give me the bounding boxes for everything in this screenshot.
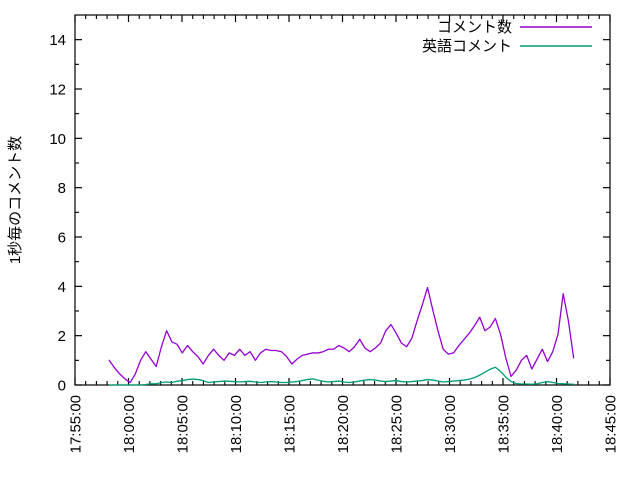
x-tick-label: 18:30:00 — [442, 395, 459, 453]
x-tick-label: 18:35:00 — [496, 395, 513, 453]
y-tick-label: 2 — [58, 328, 66, 345]
series-line — [108, 286, 575, 384]
x-tick-label: 18:00:00 — [121, 395, 138, 453]
y-tick-label: 12 — [49, 82, 66, 99]
legend-label: コメント数 — [437, 19, 512, 36]
x-tick-label: 18:05:00 — [175, 395, 192, 453]
x-tick-label: 17:55:00 — [68, 395, 85, 453]
x-tick-label: 18:45:00 — [603, 395, 620, 453]
y-tick-label: 10 — [49, 131, 66, 148]
y-tick-label: 0 — [58, 378, 66, 395]
x-tick-label: 18:40:00 — [549, 395, 566, 453]
legend-label: 英語コメント — [422, 37, 512, 55]
x-axis-ticks: 17:55:00 18:00:00 18:05:00 18:10:00 18:15:00… — [68, 15, 620, 453]
y-tick-label: 14 — [49, 32, 66, 49]
y-tick-label: 8 — [58, 180, 66, 197]
series-line — [108, 366, 575, 386]
x-tick-label: 18:10:00 — [228, 395, 245, 453]
series-layer — [108, 286, 575, 386]
x-tick-label: 18:20:00 — [335, 395, 352, 453]
y-axis-ticks: 0 2 4 6 8 10 12 14 — [49, 32, 610, 395]
y-tick-label: 4 — [58, 279, 66, 296]
y-axis-title: 1秒毎のコメント数 — [7, 136, 24, 264]
y-tick-label: 6 — [58, 230, 66, 247]
x-tick-label: 18:25:00 — [389, 395, 406, 453]
x-tick-label: 18:15:00 — [282, 395, 299, 453]
